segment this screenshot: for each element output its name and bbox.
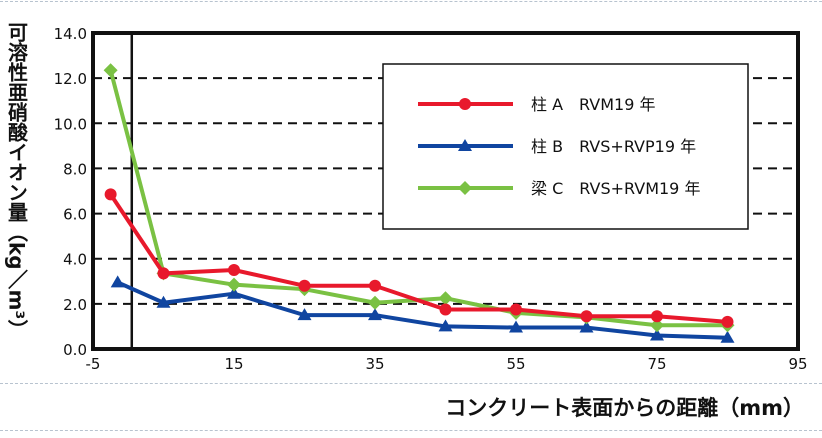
y-tick-label-1: 2.0 (63, 296, 87, 314)
series-0-point-9 (721, 315, 734, 328)
y-tick-label-3: 6.0 (63, 206, 87, 224)
series-line-2 (108, 69, 728, 328)
series-0-point-3 (298, 279, 311, 292)
series-1-point-6 (509, 320, 523, 333)
bottom-dashed-border-2 (0, 430, 822, 431)
series-2-point-5 (438, 291, 453, 306)
series-0-point-0 (104, 188, 117, 201)
series-line-0 (108, 193, 728, 324)
series-0-point-6 (510, 303, 522, 316)
series-1-point-7 (579, 320, 594, 333)
series-0-point-4 (369, 279, 381, 292)
x-tick-label-2: 35 (365, 355, 384, 373)
series-1-point-1 (156, 295, 171, 308)
series-0-point-2 (228, 264, 240, 276)
series-1-point-2 (227, 286, 241, 299)
y-tick-label-6: 12.0 (54, 70, 87, 88)
bottom-dashed-border (0, 383, 822, 384)
y-axis-label-text: 可溶性亜硝酸イオン量（kg／m³） (4, 22, 29, 340)
series-1-point-3 (297, 308, 312, 321)
legend-marker-2 (458, 181, 472, 195)
series-0-point-1 (157, 267, 170, 280)
x-tick-label-4: 75 (647, 355, 666, 373)
legend-marker-0 (459, 98, 471, 110)
top-dashed-border (0, 1, 822, 2)
series-2-point-4 (368, 295, 382, 310)
x-tick-label-5: 95 (788, 355, 807, 373)
legend-label-1: 柱 B RVS+RVP19 年 (531, 137, 696, 156)
series-2-point-2 (227, 277, 241, 292)
y-tick-label-5: 10.0 (54, 115, 87, 133)
series-2-point-0 (103, 63, 118, 78)
x-tick-label-3: 55 (506, 355, 525, 373)
plot-frame (91, 31, 800, 351)
series-0-point-7 (580, 310, 593, 323)
series-1-point-9 (720, 330, 735, 343)
y-axis-label: 可溶性亜硝酸イオン量（kg／m³） (0, 22, 32, 362)
x-tick-label-1: 15 (224, 355, 243, 373)
y-tick-label-4: 8.0 (63, 160, 87, 178)
x-axis-label: コンクリート表面からの距離（mm） (445, 396, 804, 420)
legend-marker-1 (458, 139, 472, 151)
series-1-point-5 (438, 319, 453, 332)
series-0-point-8 (651, 310, 663, 323)
y-tick-label-0: 0.0 (63, 341, 87, 359)
series-line-1 (116, 280, 728, 340)
y-tick-label-7: 14.0 (54, 25, 87, 43)
legend-label-0: 柱 A RVM19 年 (531, 95, 655, 114)
legend-label-2: 梁 C RVS+RVM19 年 (531, 179, 700, 198)
series-0-point-5 (439, 303, 452, 316)
series-1-point-8 (650, 328, 664, 341)
series-1-point-0 (110, 275, 125, 288)
series-1-point-4 (368, 308, 382, 321)
x-tick-label-0: -5 (86, 355, 101, 373)
y-tick-label-2: 4.0 (63, 251, 87, 269)
series-2-point-8 (650, 318, 664, 333)
